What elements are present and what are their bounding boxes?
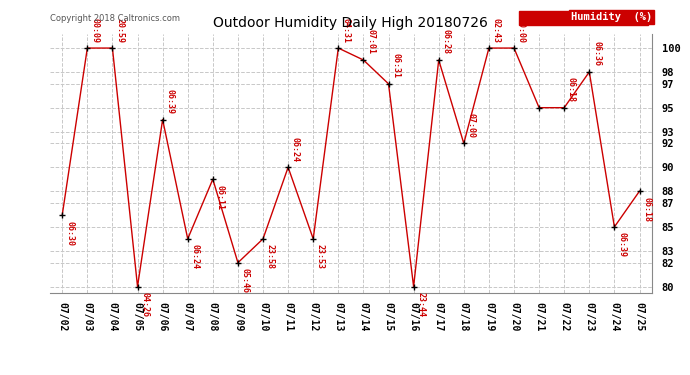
- Text: 00:35: 00:35: [531, 12, 563, 22]
- Text: 06:24: 06:24: [190, 244, 199, 269]
- Text: 00:00: 00:00: [517, 18, 526, 42]
- Text: 04:26: 04:26: [140, 292, 149, 317]
- Text: 00:35  Humidity  (%): 00:35 Humidity (%): [521, 13, 646, 23]
- Text: 06:39: 06:39: [617, 232, 627, 258]
- Text: 06:18: 06:18: [567, 77, 576, 102]
- Text: 06:30: 06:30: [65, 220, 74, 246]
- Text: 06:11: 06:11: [215, 185, 225, 210]
- Text: 06:28: 06:28: [442, 29, 451, 54]
- Text: 23:53: 23:53: [316, 244, 325, 269]
- Text: 02:43: 02:43: [492, 18, 501, 42]
- Text: 00:09: 00:09: [90, 18, 99, 42]
- Text: 06:36: 06:36: [592, 41, 601, 66]
- Text: 23:44: 23:44: [416, 292, 426, 317]
- Title: Outdoor Humidity Daily High 20180726: Outdoor Humidity Daily High 20180726: [213, 16, 489, 30]
- Text: Copyright 2018 Caltronics.com: Copyright 2018 Caltronics.com: [50, 14, 179, 23]
- Text: Humidity  (%): Humidity (%): [571, 12, 652, 22]
- Text: 06:39: 06:39: [166, 89, 175, 114]
- Text: 23:58: 23:58: [266, 244, 275, 269]
- Text: 06:18: 06:18: [642, 197, 651, 222]
- Text: 04:31: 04:31: [341, 18, 350, 42]
- Text: 07:01: 07:01: [366, 29, 375, 54]
- Text: 20:59: 20:59: [115, 18, 124, 42]
- Text: 07:00: 07:00: [466, 113, 475, 138]
- Text: 05:46: 05:46: [241, 268, 250, 293]
- Text: 06:31: 06:31: [391, 53, 400, 78]
- Text: 06:24: 06:24: [291, 137, 300, 162]
